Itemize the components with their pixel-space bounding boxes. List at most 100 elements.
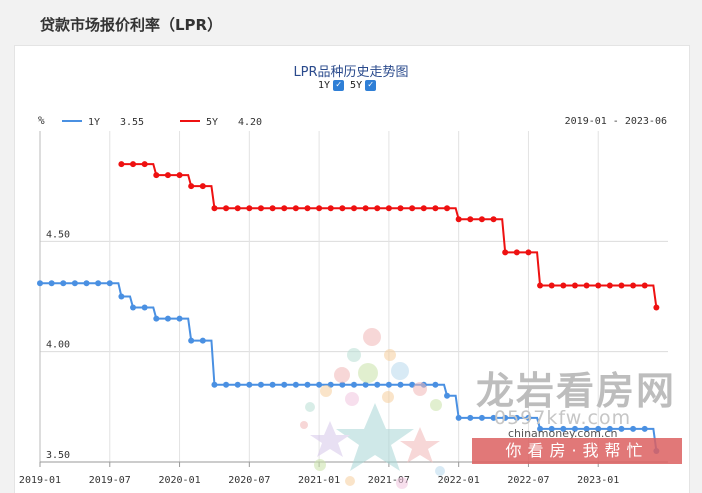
- data-point-1y: [339, 381, 346, 388]
- data-point-1y: [223, 381, 230, 388]
- data-point-5y: [316, 205, 323, 212]
- data-point-1y: [595, 425, 602, 432]
- data-point-5y: [281, 205, 288, 212]
- data-point-1y: [188, 337, 195, 344]
- data-point-1y: [641, 425, 648, 432]
- toggle-5y-label: 5Y: [350, 80, 363, 91]
- data-point-5y: [339, 205, 346, 212]
- watermark-small-text: chinamoney.com.cn: [508, 427, 618, 440]
- data-point-1y: [583, 425, 590, 432]
- data-point-1y: [176, 315, 183, 322]
- toggle-1y[interactable]: 1Y ✓: [318, 80, 345, 91]
- watermark-site-name: 龙岩看房网: [476, 369, 677, 413]
- data-point-5y: [269, 205, 276, 212]
- checkbox-5y[interactable]: ✓: [365, 80, 377, 91]
- data-point-5y: [653, 304, 660, 311]
- data-point-5y: [513, 249, 520, 256]
- data-point-1y: [420, 381, 427, 388]
- data-point-5y: [502, 249, 509, 256]
- data-point-1y: [246, 381, 253, 388]
- data-point-5y: [397, 205, 404, 212]
- data-point-1y: [560, 425, 567, 432]
- legend-label-5y: 5Y: [206, 117, 218, 128]
- data-point-1y: [513, 414, 520, 421]
- data-point-1y: [141, 304, 148, 311]
- data-point-5y: [351, 205, 357, 212]
- data-point-1y: [281, 381, 288, 388]
- date-range: 2019-01 - 2023-06: [565, 116, 667, 127]
- data-point-1y: [153, 315, 160, 322]
- watermark-slogan: 你看房·我帮忙: [472, 438, 682, 464]
- data-point-5y: [571, 282, 578, 289]
- watermark-domain: 0597kfw.com: [494, 407, 632, 429]
- y-tick-label: 3.50: [46, 450, 70, 461]
- data-point-1y: [95, 280, 102, 287]
- data-point-1y: [571, 425, 578, 432]
- legend-label-1y: 1Y: [88, 117, 100, 128]
- data-point-5y: [164, 172, 171, 179]
- x-tick-label: 2022-07: [507, 475, 549, 486]
- y-tick-label: 4.00: [46, 340, 70, 351]
- data-point-5y: [455, 216, 462, 223]
- data-point-1y: [409, 381, 416, 388]
- chart-header: % 2019-01 - 2023-06: [38, 114, 667, 127]
- data-point-1y: [525, 414, 532, 421]
- x-tick-label: 2023-01: [577, 475, 619, 486]
- data-point-5y: [130, 161, 137, 168]
- data-point-5y: [432, 205, 439, 212]
- data-point-5y: [176, 172, 183, 179]
- data-point-1y: [478, 414, 485, 421]
- x-tick-label: 2021-01: [298, 475, 340, 486]
- data-point-1y: [351, 381, 357, 388]
- data-point-5y: [606, 282, 613, 289]
- x-tick-label: 2020-01: [158, 475, 200, 486]
- data-point-1y: [118, 293, 125, 300]
- data-point-1y: [130, 304, 137, 311]
- data-point-1y: [362, 381, 369, 388]
- x-tick-label: 2022-01: [438, 475, 480, 486]
- data-point-5y: [199, 183, 206, 190]
- data-point-1y: [397, 381, 404, 388]
- x-tick-label: 2019-07: [89, 475, 131, 486]
- data-point-1y: [618, 425, 625, 432]
- data-point-5y: [409, 205, 416, 212]
- data-point-5y: [362, 205, 369, 212]
- legend-value-1y: 3.55: [120, 117, 144, 128]
- data-point-1y: [606, 425, 613, 432]
- data-point-5y: [490, 216, 497, 223]
- data-point-1y: [60, 280, 67, 287]
- data-point-5y: [246, 205, 253, 212]
- data-point-5y: [327, 205, 334, 212]
- data-point-5y: [537, 282, 544, 289]
- data-point-1y: [467, 414, 474, 421]
- data-point-1y: [199, 337, 206, 344]
- chart-marks: [37, 161, 660, 454]
- data-point-1y: [257, 381, 264, 388]
- data-point-1y: [630, 425, 637, 432]
- data-point-1y: [48, 280, 55, 287]
- chart-title: LPR品种历史走势图: [293, 65, 409, 80]
- checkbox-1y[interactable]: ✓: [333, 80, 345, 91]
- data-point-5y: [420, 205, 427, 212]
- data-point-5y: [583, 282, 590, 289]
- data-point-5y: [478, 216, 485, 223]
- data-point-5y: [211, 205, 218, 212]
- data-point-5y: [560, 282, 567, 289]
- data-point-5y: [385, 205, 392, 212]
- data-point-5y: [595, 282, 602, 289]
- data-point-5y: [467, 216, 474, 223]
- data-point-5y: [188, 183, 195, 190]
- y-tick-label: 4.50: [46, 229, 70, 240]
- data-point-1y: [37, 280, 43, 287]
- page-title: 贷款市场报价利率（LPR）: [40, 16, 223, 34]
- y-axis-label: %: [38, 114, 45, 127]
- x-tick-label: 2020-07: [228, 475, 270, 486]
- data-point-1y: [71, 280, 78, 287]
- data-point-5y: [548, 282, 555, 289]
- data-point-5y: [641, 282, 648, 289]
- toggle-5y[interactable]: 5Y ✓: [350, 80, 377, 91]
- data-point-1y: [548, 425, 555, 432]
- data-point-5y: [374, 205, 381, 212]
- data-point-5y: [525, 249, 532, 256]
- legend-value-5y: 4.20: [238, 117, 262, 128]
